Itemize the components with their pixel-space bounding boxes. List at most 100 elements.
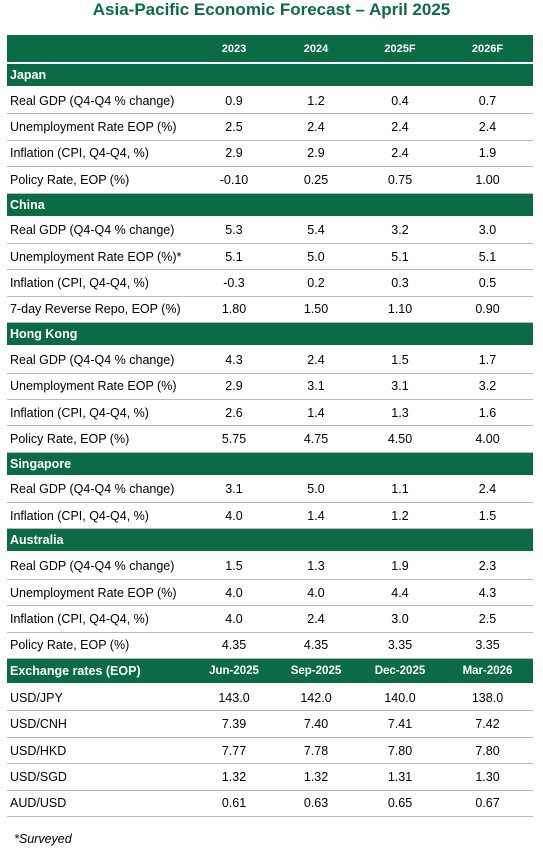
value-cell: 5.1: [358, 243, 442, 271]
value-cell: 1.3: [274, 552, 358, 580]
fx-value-cell: 142.0: [274, 684, 358, 712]
value-cell: 1.4: [274, 502, 358, 530]
fx-value-cell: 138.0: [442, 684, 533, 712]
fx-value-cell: 1.32: [194, 763, 274, 791]
value-cell: 4.0: [274, 579, 358, 607]
fx-pair-label: AUD/USD: [7, 790, 194, 817]
value-cell: 2.3: [442, 552, 533, 580]
value-cell: 2.5: [194, 113, 274, 141]
fx-value-cell: 7.80: [358, 737, 442, 765]
value-cell: -0.3: [194, 269, 274, 297]
year-header-cell: 2023: [194, 35, 274, 64]
row-label: Unemployment Rate EOP (%): [7, 113, 194, 141]
value-cell: 4.75: [274, 425, 358, 453]
fx-pair-label: USD/CNH: [7, 710, 194, 738]
row-label: Policy Rate, EOP (%): [7, 166, 194, 194]
row-label: Inflation (CPI, Q4-Q4, %): [7, 502, 194, 530]
section-title: Hong Kong: [7, 322, 533, 348]
value-cell: 0.4: [358, 87, 442, 115]
value-cell: 4.3: [194, 346, 274, 374]
row-label: Inflation (CPI, Q4-Q4, %): [7, 605, 194, 633]
fx-value-cell: 143.0: [194, 684, 274, 712]
row-label: Real GDP (Q4-Q4 % change): [7, 216, 194, 244]
fx-pair-label: USD/JPY: [7, 684, 194, 712]
fx-value-cell: 7.42: [442, 710, 533, 738]
value-cell: 2.9: [194, 140, 274, 168]
fx-row: USD/CNH 7.39 7.40 7.41 7.42: [7, 710, 533, 738]
row-label: Inflation (CPI, Q4-Q4, %): [7, 399, 194, 427]
row-label: Unemployment Rate EOP (%): [7, 373, 194, 400]
value-cell: 1.80: [194, 296, 274, 324]
value-cell: 4.3: [442, 579, 533, 607]
value-cell: 3.35: [358, 632, 442, 660]
value-cell: 4.50: [358, 425, 442, 453]
table-row: Real GDP (Q4-Q4 % change) 0.9 1.2 0.4 0.7: [7, 87, 533, 115]
value-cell: 1.7: [442, 346, 533, 374]
fx-value-cell: 7.80: [442, 737, 533, 765]
period-header-cell: Mar-2026: [442, 658, 533, 686]
value-cell: 1.5: [358, 346, 442, 374]
value-cell: 1.1: [358, 475, 442, 504]
row-label: Policy Rate, EOP (%): [7, 425, 194, 453]
value-cell: 5.0: [274, 475, 358, 504]
value-cell: 2.4: [358, 140, 442, 168]
value-cell: 1.3: [358, 399, 442, 427]
value-cell: 2.4: [358, 113, 442, 141]
value-cell: 3.0: [442, 216, 533, 244]
value-cell: 1.4: [274, 399, 358, 427]
value-cell: 5.3: [194, 216, 274, 244]
value-cell: 1.5: [442, 502, 533, 530]
value-cell: 5.75: [194, 425, 274, 453]
value-cell: 0.9: [194, 87, 274, 115]
fx-value-cell: 7.41: [358, 710, 442, 738]
row-label: Inflation (CPI, Q4-Q4, %): [7, 269, 194, 297]
row-label: Inflation (CPI, Q4-Q4, %): [7, 140, 194, 168]
row-label: Policy Rate, EOP (%): [7, 632, 194, 660]
fx-row: USD/HKD 7.77 7.78 7.80 7.80: [7, 737, 533, 765]
fx-value-cell: 0.61: [194, 790, 274, 817]
table-row: Inflation (CPI, Q4-Q4, %) 2.9 2.9 2.4 1.9: [7, 140, 533, 168]
fx-value-cell: 7.39: [194, 710, 274, 738]
table-row: Real GDP (Q4-Q4 % change) 5.3 5.4 3.2 3.0: [7, 216, 533, 244]
table-row: Real GDP (Q4-Q4 % change) 4.3 2.4 1.5 1.7: [7, 346, 533, 374]
value-cell: 4.35: [274, 632, 358, 660]
table-row: Unemployment Rate EOP (%) 4.0 4.0 4.4 4.3: [7, 579, 533, 607]
table-row: 7-day Reverse Repo, EOP (%) 1.80 1.50 1.10 0…: [7, 296, 533, 324]
section-title: Australia: [7, 528, 533, 554]
row-label: Unemployment Rate EOP (%): [7, 579, 194, 607]
table-row: Policy Rate, EOP (%) 4.35 4.35 3.35 3.35: [7, 632, 533, 660]
fx-value-cell: 7.78: [274, 737, 358, 765]
value-cell: 1.2: [358, 502, 442, 530]
footnote: *Surveyed: [14, 832, 72, 846]
table-row: Inflation (CPI, Q4-Q4, %) 2.6 1.4 1.3 1.6: [7, 399, 533, 427]
value-cell: 4.4: [358, 579, 442, 607]
value-cell: 1.00: [442, 166, 533, 194]
value-cell: 0.25: [274, 166, 358, 194]
table-row: Real GDP (Q4-Q4 % change) 3.1 5.0 1.1 2.4: [7, 475, 533, 504]
page-title: Asia-Pacific Economic Forecast – April 2…: [92, 0, 451, 19]
row-label: 7-day Reverse Repo, EOP (%): [7, 296, 194, 324]
value-cell: 5.1: [194, 243, 274, 271]
value-cell: 0.75: [358, 166, 442, 194]
forecast-table: 2023 2024 2025F 2026F Japan Real GDP (Q4-Q4 %…: [7, 35, 533, 817]
year-header-cell: 2025F: [358, 35, 442, 64]
value-cell: 0.2: [274, 269, 358, 297]
period-header-cell: Dec-2025: [358, 658, 442, 686]
year-header-row: 2023 2024 2025F 2026F: [7, 35, 533, 64]
value-cell: 0.90: [442, 296, 533, 324]
period-header-cell: Jun-2025: [194, 658, 274, 686]
fx-value-cell: 0.65: [358, 790, 442, 817]
table-row: Unemployment Rate EOP (%)* 5.1 5.0 5.1 5.1: [7, 243, 533, 271]
value-cell: 0.5: [442, 269, 533, 297]
value-cell: 2.4: [274, 113, 358, 141]
table-row: Unemployment Rate EOP (%) 2.9 3.1 3.1 3.2: [7, 373, 533, 400]
section-title: Japan: [7, 63, 533, 88]
value-cell: 0.7: [442, 87, 533, 115]
value-cell: 4.00: [442, 425, 533, 453]
year-header-cell: 2026F: [442, 35, 533, 64]
section-header-row: Singapore: [7, 452, 533, 477]
value-cell: 1.9: [442, 140, 533, 168]
value-cell: 3.35: [442, 632, 533, 660]
value-cell: 2.9: [274, 140, 358, 168]
exchange-rates-title: Exchange rates (EOP): [7, 658, 194, 686]
